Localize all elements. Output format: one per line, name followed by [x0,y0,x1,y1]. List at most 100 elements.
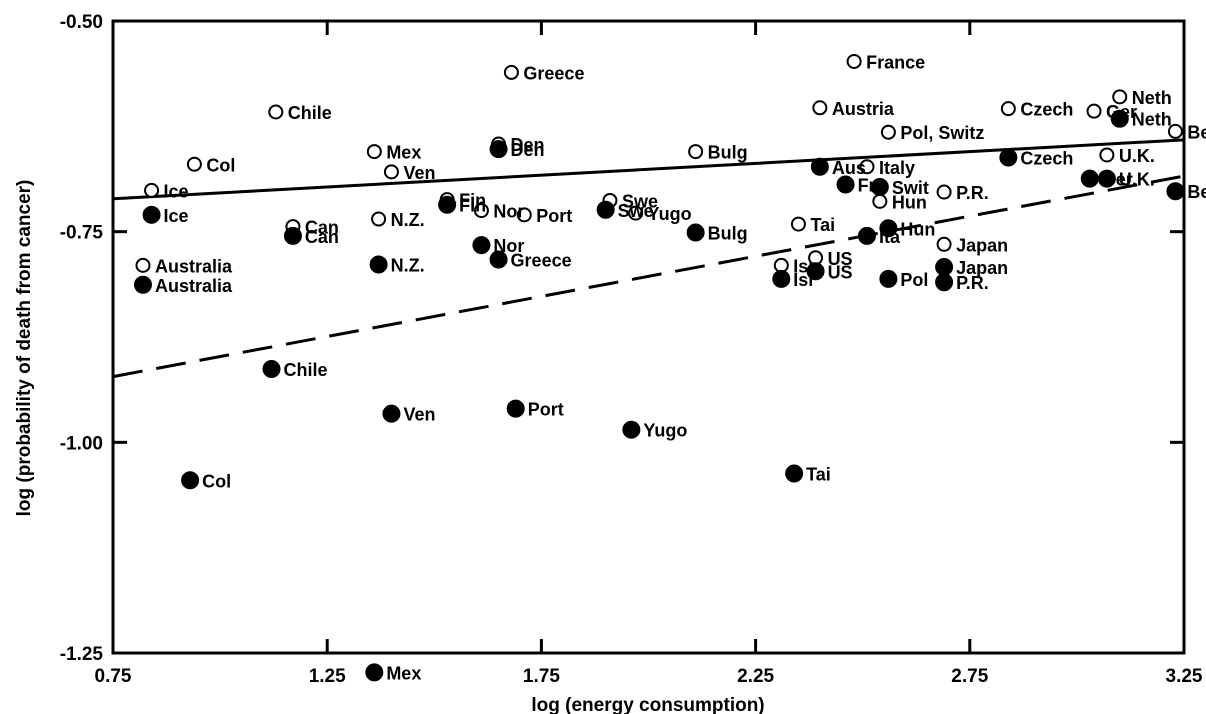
point-label: Chile [288,103,332,123]
data-points [133,53,1185,682]
point-label: Mex [386,663,421,683]
point-label: Neth [1132,110,1172,130]
point-label: Hun [900,219,935,239]
point-label: Tai [810,215,835,235]
point-label: Ven [403,163,435,183]
filled-data-point [489,140,508,159]
filled-data-point [622,420,641,439]
point-label: Tai [806,465,831,485]
point-label: Czech [1020,100,1073,120]
point-label: Ger [1106,102,1137,122]
point-label: Can [305,227,339,247]
open-data-point [936,184,952,200]
point-label: N.Z. [391,256,425,276]
point-label: Fin [459,196,486,216]
filled-data-point [999,148,1018,167]
point-label: Chile [284,360,328,380]
filled-data-point [382,404,401,423]
open-data-point [503,64,519,80]
filled-data-point [142,205,161,224]
filled-data-point [810,157,829,176]
filled-data-point [596,200,615,219]
open-data-point [1099,147,1115,163]
open-data-point [1167,123,1183,139]
open-data-point [628,205,644,221]
point-label: Yugo [643,421,687,441]
point-label: Swit [892,178,929,198]
open-data-point [383,164,399,180]
filled-data-point [806,262,825,281]
open-data-point [846,53,862,69]
point-label: Ita [879,227,901,247]
filled-data-point [489,250,508,269]
dashed-fit-line [112,174,1185,379]
point-label: Isr [793,270,815,290]
filled-data-point [879,269,898,288]
open-data-point [1000,101,1016,117]
filled-data-point [438,195,457,214]
x-tick-label: 1.75 [523,666,560,687]
point-label: Bel [1187,182,1206,202]
open-data-point [366,144,382,160]
point-label: Greece [511,250,572,270]
point-label: Bulg [708,143,748,163]
point-label: Yugo [648,204,692,224]
point-label: U.K. [1119,146,1155,166]
filled-data-point [1110,109,1129,128]
filled-data-point [785,464,804,483]
point-label: Pol, Switz [900,123,984,143]
point-label: Nor [493,236,524,256]
filled-data-point [181,471,200,490]
point-label: Den [511,135,545,155]
point-label: Japan [956,258,1008,278]
point-label: Neth [1132,88,1172,108]
y-tick-label: -1.00 [60,433,103,454]
filled-data-point [772,269,791,288]
point-label: US [828,249,853,269]
open-data-point [1086,103,1102,119]
filled-data-point [365,663,384,682]
point-label: Japan [956,235,1008,255]
point-label: Bulg [708,224,748,244]
filled-data-point [870,178,889,197]
point-label: Austria [832,99,895,119]
point-label: Isr [793,256,815,276]
filled-data-point [879,219,898,238]
x-tick-label: 2.75 [951,666,988,687]
y-tick-label: -0.75 [60,223,104,244]
point-label: Mex [386,143,421,163]
point-label: Italy [879,158,915,178]
point-label: Ice [164,206,189,226]
open-data-point [790,216,806,232]
open-data-point [880,124,896,140]
open-data-point [144,182,160,198]
open-data-point [135,257,151,273]
open-data-point [473,203,489,219]
filled-data-point [857,226,876,245]
point-label: Col [202,471,231,491]
point-label: P.R. [956,183,989,203]
filled-data-point [1080,169,1099,188]
open-data-point [812,100,828,116]
plot-frame [111,19,1186,655]
point-label: Greece [523,63,584,83]
axes: 0.75 1.25 1.75 2.25 2.75 3.25 -0.50 -0.75 -1.00 -… [60,12,1203,687]
open-data-point [371,211,387,227]
point-label: Czech [1020,149,1073,169]
point-label: Swe [622,191,658,211]
x-tick-label: 2.25 [737,666,774,687]
point-label: U.K. [1119,170,1155,190]
point-label: P.R. [956,273,989,293]
filled-data-point [935,273,954,292]
point-label: Can [305,218,339,238]
point-label: Australia [155,256,233,276]
open-data-point [936,236,952,252]
filled-data-point [283,226,302,245]
x-tick-label: 1.25 [309,666,346,687]
x-tick-label: 3.25 [1166,666,1203,687]
filled-data-point [1166,182,1185,201]
point-label: Col [206,155,235,175]
point-label: N.Z. [391,210,425,230]
filled-data-point [133,275,152,294]
